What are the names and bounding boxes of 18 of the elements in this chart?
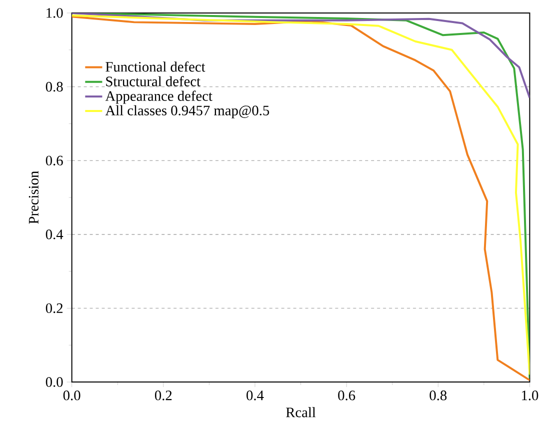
x-tick-label: 0.6 xyxy=(338,390,356,400)
y-tick-label: 1.0 xyxy=(46,8,63,18)
y-axis-title: Precision xyxy=(28,171,39,224)
x-tick-label: 0.8 xyxy=(430,390,447,400)
y-tick-label: 0.6 xyxy=(46,156,63,166)
y-tick-label: 0.4 xyxy=(46,230,64,240)
x-tick-label: 0.2 xyxy=(154,390,172,400)
x-tick-label: 0.0 xyxy=(63,390,80,400)
y-tick-label: 0.2 xyxy=(46,303,63,314)
x-tick-label: 0.4 xyxy=(246,390,264,400)
legend-label: All classes 0.9457 map@0.5 xyxy=(105,105,270,118)
legend-label: Structural defect xyxy=(106,76,200,86)
legend-label: Functional defect xyxy=(106,61,206,72)
y-tick-label: 0.8 xyxy=(46,82,63,92)
legend-label: Appearance defect xyxy=(105,90,212,104)
x-tick-label: 1.0 xyxy=(522,390,538,400)
y-tick-label: 0.0 xyxy=(46,377,63,387)
x-axis-title: Rcall xyxy=(286,407,316,418)
